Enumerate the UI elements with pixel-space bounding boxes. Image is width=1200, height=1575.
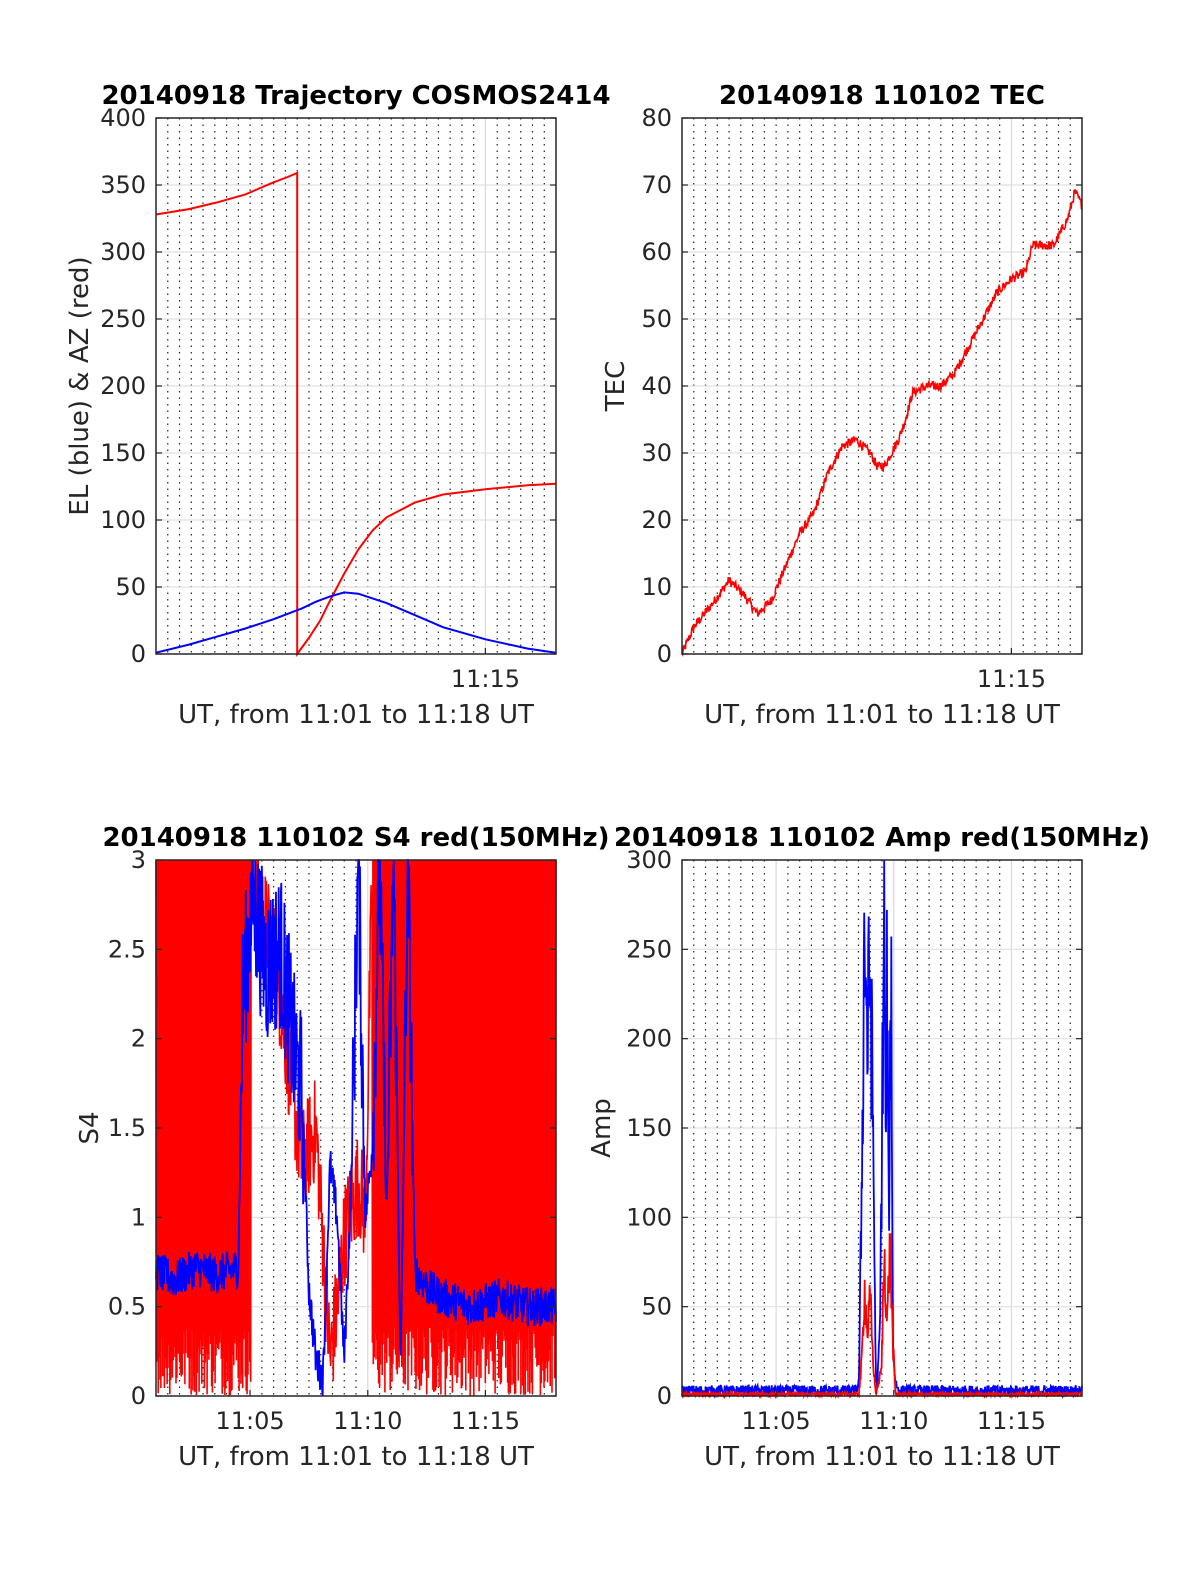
y-tick-label: 1.5 [108, 1114, 146, 1142]
el-series-line [155, 591, 557, 654]
y-tick-label: 3 [131, 846, 146, 874]
amp_red-series-line [681, 1233, 1083, 1400]
tec-ylabel: TEC [601, 361, 631, 412]
y-tick-label: 80 [641, 104, 672, 132]
y-tick-label: 10 [641, 573, 672, 601]
amp-grid [682, 860, 1082, 1396]
y-tick-label: 40 [641, 372, 672, 400]
y-tick-label: 60 [641, 238, 672, 266]
y-tick-label: 0 [131, 640, 146, 668]
s4-ylabel: S4 [75, 1111, 105, 1144]
trajectory-chart: 20140918 Trajectory COSMOS2414 0 50 100 150… [65, 81, 611, 730]
y-tick-label: 400 [100, 104, 146, 132]
tec-title: 20140918 110102 TEC [719, 81, 1045, 111]
y-tick-label: 50 [641, 305, 672, 333]
y-tick-label: 0.5 [108, 1293, 146, 1321]
y-tick-label: 0 [131, 1382, 146, 1410]
x-tick-label: 11:05 [741, 1407, 810, 1435]
y-tick-label: 150 [100, 439, 146, 467]
x-tick-label: 11:15 [451, 1407, 520, 1435]
s4-title: 20140918 110102 S4 red(150MHz) [102, 823, 609, 853]
y-tick-label: 350 [100, 171, 146, 199]
tec-ticks: 0 10 20 30 40 50 60 70 80 11:15 [641, 104, 1082, 693]
trajectory-title: 20140918 Trajectory COSMOS2414 [101, 81, 610, 111]
y-tick-label: 1 [131, 1203, 146, 1231]
y-tick-label: 200 [100, 372, 146, 400]
tec-series-line [681, 189, 1083, 658]
y-tick-label: 2 [131, 1025, 146, 1053]
trajectory-xlabel: UT, from 11:01 to 11:18 UT [178, 700, 534, 730]
y-tick-label: 30 [641, 439, 672, 467]
tec-xlabel: UT, from 11:01 to 11:18 UT [704, 700, 1060, 730]
amp-xlabel: UT, from 11:01 to 11:18 UT [704, 1442, 1060, 1472]
x-tick-label: 11:10 [859, 1407, 928, 1435]
x-tick-label: 11:15 [451, 665, 520, 693]
trajectory-ticks: 0 50 100 150 200 250 300 350 400 11:15 [100, 104, 556, 693]
y-tick-label: 70 [641, 171, 672, 199]
trajectory-plot [155, 171, 557, 658]
s4-ticks: 0 0.5 1 1.5 2 2.5 3 11:05 11:10 11:15 [108, 846, 556, 1435]
y-tick-label: 150 [626, 1114, 672, 1142]
s4_blue-series-line [155, 859, 557, 1397]
amp-ticks: 0 50 100 150 200 250 300 11:05 11:10 11:15 [626, 846, 1082, 1435]
y-tick-label: 100 [100, 506, 146, 534]
y-tick-label: 250 [100, 305, 146, 333]
y-tick-label: 50 [115, 573, 146, 601]
amp-title: 20140918 110102 Amp red(150MHz) [614, 823, 1150, 853]
trajectory-ylabel: EL (blue) & AZ (red) [65, 256, 95, 515]
y-tick-label: 20 [641, 506, 672, 534]
y-tick-label: 0 [657, 1382, 672, 1410]
y-tick-label: 50 [641, 1293, 672, 1321]
y-tick-label: 300 [100, 238, 146, 266]
amp-chart: 0 50 100 150 200 250 300 11:05 11:10 11:15 UT, fr… [587, 846, 1083, 1472]
y-tick-label: 0 [657, 640, 672, 668]
y-tick-label: 300 [626, 846, 672, 874]
y-tick-label: 250 [626, 935, 672, 963]
x-tick-label: 11:10 [333, 1407, 402, 1435]
s4-chart: 0 0.5 1 1.5 2 2.5 3 11:05 11:10 11:15 UT, from 11… [75, 846, 557, 1472]
amp-ylabel: Amp [587, 1098, 617, 1158]
y-tick-label: 2.5 [108, 935, 146, 963]
y-tick-label: 100 [626, 1203, 672, 1231]
x-tick-label: 11:15 [977, 665, 1046, 693]
tec-grid [682, 118, 1082, 654]
trajectory-grid [156, 118, 556, 654]
y-tick-label: 200 [626, 1025, 672, 1053]
x-tick-label: 11:05 [215, 1407, 284, 1435]
s4-xlabel: UT, from 11:01 to 11:18 UT [178, 1442, 534, 1472]
az-series-line [155, 171, 557, 658]
x-tick-label: 11:15 [977, 1407, 1046, 1435]
tec-plot [681, 189, 1083, 658]
tec-chart: 20140918 110102 TEC 0 10 20 30 40 50 60 70 80 11:… [601, 81, 1083, 730]
